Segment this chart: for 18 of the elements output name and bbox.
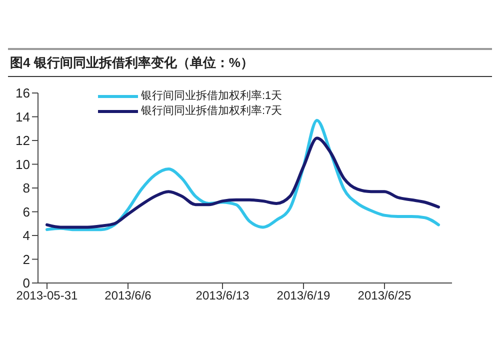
y-tick-label: 0 [22, 276, 30, 291]
line-series [46, 136, 440, 229]
y-tick-label: 16 [16, 86, 30, 101]
y-tick-label: 12 [16, 133, 30, 148]
y-tick-label: 4 [22, 228, 30, 244]
x-tick-label: 2013/6/13 [196, 288, 250, 303]
y-tick-label: 14 [16, 109, 30, 124]
x-tick-label: 2013/6/19 [276, 288, 331, 303]
legend-label: 银行间同业拆借加权利率:7天 [141, 104, 282, 119]
y-tick-label: 2 [22, 252, 30, 267]
legend-label: 银行间同业拆借加权利率:1天 [141, 89, 282, 104]
x-tick-label: 2013/6/25 [358, 288, 412, 303]
chart-title: 图4 银行间同业拆借利率变化（单位：%） [8, 48, 492, 77]
y-tick-label: 8 [22, 180, 30, 196]
x-tick-label: 2013-05-31 [16, 288, 78, 303]
y-tick-label: 10 [16, 156, 30, 172]
x-tick-label: 2013/6/6 [104, 288, 152, 303]
y-tick-label: 6 [22, 204, 30, 220]
